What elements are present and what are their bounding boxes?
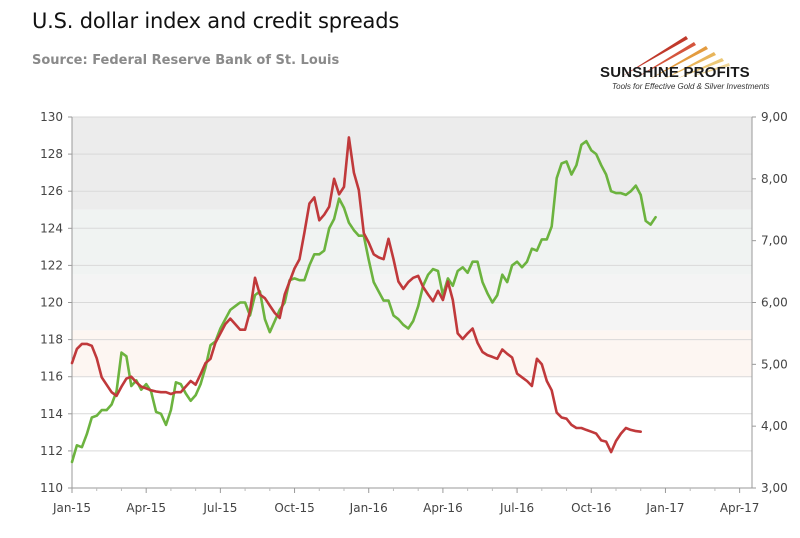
x-tick-label: Jan-15 bbox=[52, 501, 91, 515]
axes bbox=[68, 116, 756, 493]
x-tick-label: Apr-16 bbox=[423, 501, 463, 515]
y-left-tick-label: 120 bbox=[40, 296, 63, 310]
y-left-tick-label: 114 bbox=[40, 407, 63, 421]
y-left-tick-label: 110 bbox=[40, 481, 63, 495]
background-band bbox=[72, 209, 752, 275]
background-bands bbox=[72, 117, 752, 488]
y-left-tick-label: 118 bbox=[40, 333, 63, 347]
x-tick-label: Apr-17 bbox=[720, 501, 760, 515]
y-left-tick-label: 130 bbox=[40, 110, 63, 124]
y-right-tick-label: 8,00 bbox=[761, 172, 788, 186]
y-left-tick-label: 124 bbox=[40, 221, 63, 235]
x-tick-label: Oct-16 bbox=[571, 501, 611, 515]
x-tick-label: Jan-17 bbox=[645, 501, 684, 515]
y-left-tick-label: 116 bbox=[40, 370, 63, 384]
y-left-tick-label: 126 bbox=[40, 184, 63, 198]
brand-name: SUNSHINE PROFITS bbox=[600, 64, 750, 81]
y-right-tick-label: 3,00 bbox=[761, 481, 788, 495]
credit-spread-line bbox=[70, 136, 642, 454]
brand-tagline: Tools for Effective Gold & Silver Invest… bbox=[612, 82, 770, 91]
y-right-tick-label: 9,00 bbox=[761, 110, 788, 124]
x-tick-label: Apr-15 bbox=[126, 501, 166, 515]
y-right-tick-label: 4,00 bbox=[761, 419, 788, 433]
y-right-tick-label: 5,00 bbox=[761, 357, 788, 371]
y-right-tick-label: 6,00 bbox=[761, 296, 788, 310]
x-tick-label: Jul-15 bbox=[202, 501, 237, 515]
chart-title: U.S. dollar index and credit spreads bbox=[32, 9, 400, 33]
y-left-tick-label: 112 bbox=[40, 444, 63, 458]
sunshine-profits-logo-icon bbox=[621, 36, 730, 80]
y-left-tick-label: 128 bbox=[40, 147, 63, 161]
series-lines bbox=[70, 136, 657, 464]
background-band bbox=[72, 330, 752, 377]
chart-subtitle: Source: Federal Reserve Bank of St. Loui… bbox=[32, 53, 340, 68]
y-right-tick-label: 7,00 bbox=[761, 234, 788, 248]
y-left-tick-label: 122 bbox=[40, 258, 63, 272]
x-tick-label: Jan-16 bbox=[349, 501, 388, 515]
tick-labels: Jan-15 Apr-15 Jul-15 Oct-15 Jan-16 Apr-16 Jul-… bbox=[40, 110, 788, 515]
background-band bbox=[72, 117, 752, 210]
x-tick-label: Jul-16 bbox=[499, 501, 534, 515]
x-tick-label: Oct-15 bbox=[274, 501, 314, 515]
